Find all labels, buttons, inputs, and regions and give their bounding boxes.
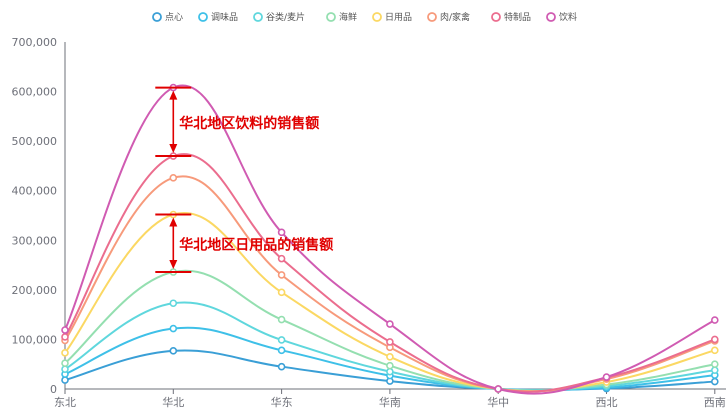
data-point [61, 326, 69, 334]
data-point [277, 362, 286, 371]
annotation-arrowhead-up [169, 217, 178, 227]
data-point [61, 333, 69, 341]
y-tick-label: 500,000 [12, 135, 58, 148]
data-point [277, 228, 286, 237]
legend-marker [152, 12, 162, 22]
legend-marker [427, 12, 437, 22]
data-point [277, 315, 286, 324]
y-tick-label: 100,000 [12, 333, 58, 346]
annotation-label: 华北地区日用品的销售额 [179, 236, 333, 253]
annotation-arrowhead-down [169, 144, 178, 154]
y-tick-label: 400,000 [12, 185, 58, 198]
data-point [277, 288, 286, 297]
x-tick-label: 华南 [379, 395, 401, 409]
legend-label: 肉/家禽 [440, 11, 470, 23]
annotation-label: 华北地区饮料的销售额 [179, 115, 319, 132]
data-point [710, 366, 719, 374]
legend-marker [253, 12, 263, 22]
data-point [386, 367, 394, 376]
legend-marker [546, 12, 556, 22]
series-layer [61, 83, 719, 395]
x-tick-label: 西北 [596, 396, 618, 409]
data-point [61, 376, 69, 384]
data-point [602, 373, 611, 381]
series-line-7 [64, 84, 716, 395]
data-point [710, 335, 719, 344]
y-tick-label: 0 [50, 383, 57, 396]
series-line-5 [64, 175, 716, 393]
legend-label: 谷类/麦片 [266, 11, 305, 23]
data-point [710, 316, 719, 324]
legend-marker [372, 12, 382, 22]
legend-label: 日用品 [385, 12, 412, 23]
legend-marker [326, 12, 336, 22]
legend-label: 饮料 [559, 11, 577, 23]
x-tick-label: 华中 [487, 395, 509, 409]
legend-label: 调味品 [211, 11, 238, 23]
data-point [61, 349, 69, 357]
legend-marker [491, 12, 501, 22]
y-tick-label: 600,000 [12, 86, 58, 99]
data-point [61, 359, 69, 368]
x-tick-label: 西南 [704, 396, 726, 409]
data-point [386, 352, 394, 361]
annotation-arrowhead-up [169, 90, 178, 100]
y-tick-label: 300,000 [12, 234, 58, 247]
data-point [277, 254, 286, 263]
data-point [277, 271, 286, 279]
data-point [710, 360, 719, 369]
x-tick-label: 华北 [162, 395, 184, 409]
data-point [61, 365, 69, 373]
data-point [169, 324, 178, 333]
legend-label: 特制品 [504, 11, 531, 23]
data-point [277, 336, 286, 344]
x-tick-label: 华东 [271, 395, 293, 409]
data-point [386, 361, 394, 370]
data-point [710, 346, 719, 355]
data-point [169, 174, 178, 182]
data-point [169, 347, 178, 355]
x-tick-label: 东北 [54, 396, 76, 409]
legend-label: 点心 [165, 12, 183, 23]
data-point [277, 346, 286, 355]
data-point [710, 377, 719, 386]
y-tick-label: 200,000 [12, 284, 58, 297]
annotation-arrowhead-down [169, 260, 178, 270]
data-point [386, 320, 394, 328]
legend-marker [198, 12, 208, 22]
data-point [386, 338, 394, 346]
legend: 点心 调味品 谷类/麦片 海鲜 日用品 肉/家禽 特制品 饮料 [152, 11, 577, 23]
data-point [169, 299, 178, 308]
y-tick-label: 700,000 [12, 36, 58, 49]
legend-label: 海鲜 [339, 11, 357, 23]
data-point [494, 385, 503, 393]
